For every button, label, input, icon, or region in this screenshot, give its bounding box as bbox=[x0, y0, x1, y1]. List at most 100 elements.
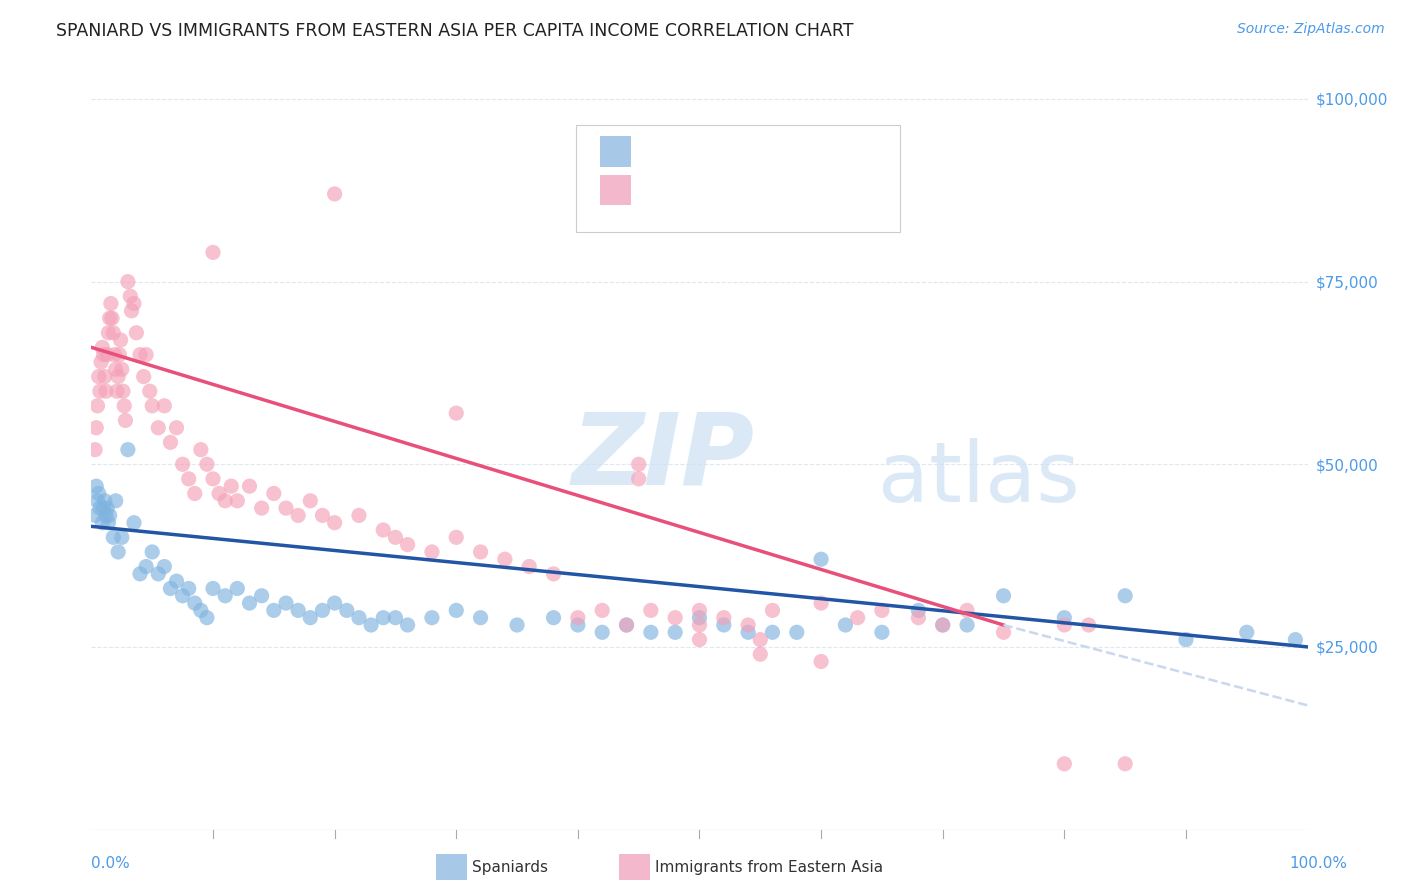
Point bbox=[202, 582, 225, 596]
Point bbox=[627, 457, 650, 471]
Point bbox=[250, 501, 273, 516]
Text: 0.0%: 0.0% bbox=[91, 856, 131, 871]
Point bbox=[517, 559, 540, 574]
Point bbox=[103, 348, 125, 362]
Point bbox=[103, 326, 125, 340]
Point bbox=[323, 186, 346, 201]
Point bbox=[84, 421, 107, 435]
Point bbox=[664, 625, 686, 640]
Point bbox=[117, 275, 139, 289]
Point bbox=[993, 625, 1015, 640]
Point bbox=[993, 589, 1015, 603]
Point bbox=[122, 296, 145, 310]
Point bbox=[108, 348, 131, 362]
Point bbox=[506, 618, 529, 632]
Point bbox=[470, 610, 492, 624]
Point bbox=[616, 618, 638, 632]
Point bbox=[98, 311, 121, 326]
Point bbox=[84, 508, 107, 523]
Point bbox=[616, 618, 638, 632]
Point bbox=[226, 493, 249, 508]
Point bbox=[159, 435, 181, 450]
Point bbox=[132, 369, 155, 384]
Point bbox=[111, 530, 134, 544]
Point bbox=[761, 603, 783, 617]
Point bbox=[202, 472, 225, 486]
Point bbox=[688, 632, 710, 647]
Point bbox=[166, 574, 188, 589]
Point bbox=[91, 340, 114, 354]
Point bbox=[870, 603, 893, 617]
Point bbox=[84, 442, 107, 457]
Point bbox=[172, 589, 194, 603]
Point bbox=[444, 406, 467, 420]
Point bbox=[117, 442, 139, 457]
Point bbox=[299, 610, 322, 624]
Point bbox=[153, 559, 176, 574]
Point bbox=[177, 582, 200, 596]
Point bbox=[121, 303, 143, 318]
Point bbox=[688, 603, 710, 617]
Point bbox=[100, 296, 122, 310]
Point bbox=[274, 501, 297, 516]
Point bbox=[214, 589, 236, 603]
Point bbox=[111, 384, 134, 399]
Point bbox=[166, 421, 188, 435]
Point bbox=[713, 610, 735, 624]
Point bbox=[120, 289, 142, 303]
Text: 75: 75 bbox=[804, 145, 827, 159]
Point bbox=[159, 582, 181, 596]
Point bbox=[94, 384, 117, 399]
Point bbox=[94, 493, 117, 508]
Point bbox=[591, 625, 613, 640]
Point bbox=[907, 610, 929, 624]
Point bbox=[299, 493, 322, 508]
Point bbox=[311, 603, 333, 617]
Point bbox=[1175, 632, 1198, 647]
Point bbox=[135, 348, 157, 362]
Point bbox=[444, 530, 467, 544]
Point bbox=[688, 618, 710, 632]
Point bbox=[202, 245, 225, 260]
Point bbox=[931, 618, 953, 632]
Point bbox=[1236, 625, 1258, 640]
Point bbox=[396, 618, 419, 632]
Point bbox=[238, 479, 260, 493]
Point bbox=[287, 603, 309, 617]
Point bbox=[84, 479, 107, 493]
Point bbox=[98, 508, 121, 523]
Point bbox=[688, 610, 710, 624]
Point bbox=[96, 348, 118, 362]
Point bbox=[125, 326, 148, 340]
Point bbox=[103, 530, 125, 544]
Point bbox=[786, 625, 808, 640]
Point bbox=[107, 545, 129, 559]
Point bbox=[543, 566, 565, 581]
Point bbox=[110, 333, 132, 347]
Point bbox=[373, 523, 395, 537]
Text: -0.496: -0.496 bbox=[692, 183, 749, 197]
Point bbox=[1053, 756, 1076, 771]
Point bbox=[360, 618, 382, 632]
Text: R =: R = bbox=[645, 145, 681, 159]
Point bbox=[336, 603, 359, 617]
Point bbox=[87, 369, 110, 384]
Text: ZIP: ZIP bbox=[571, 409, 755, 506]
Point bbox=[870, 625, 893, 640]
Text: Source: ZipAtlas.com: Source: ZipAtlas.com bbox=[1237, 22, 1385, 37]
Point bbox=[384, 530, 406, 544]
Point bbox=[172, 457, 194, 471]
Point bbox=[104, 362, 127, 376]
Point bbox=[195, 457, 218, 471]
Point bbox=[287, 508, 309, 523]
Point bbox=[1114, 589, 1136, 603]
Point bbox=[737, 618, 759, 632]
Point bbox=[347, 610, 370, 624]
Point bbox=[384, 610, 406, 624]
Point bbox=[190, 603, 212, 617]
Text: N =: N = bbox=[761, 183, 807, 197]
Point bbox=[311, 508, 333, 523]
Point bbox=[1053, 610, 1076, 624]
Point bbox=[104, 493, 127, 508]
Point bbox=[184, 486, 207, 500]
